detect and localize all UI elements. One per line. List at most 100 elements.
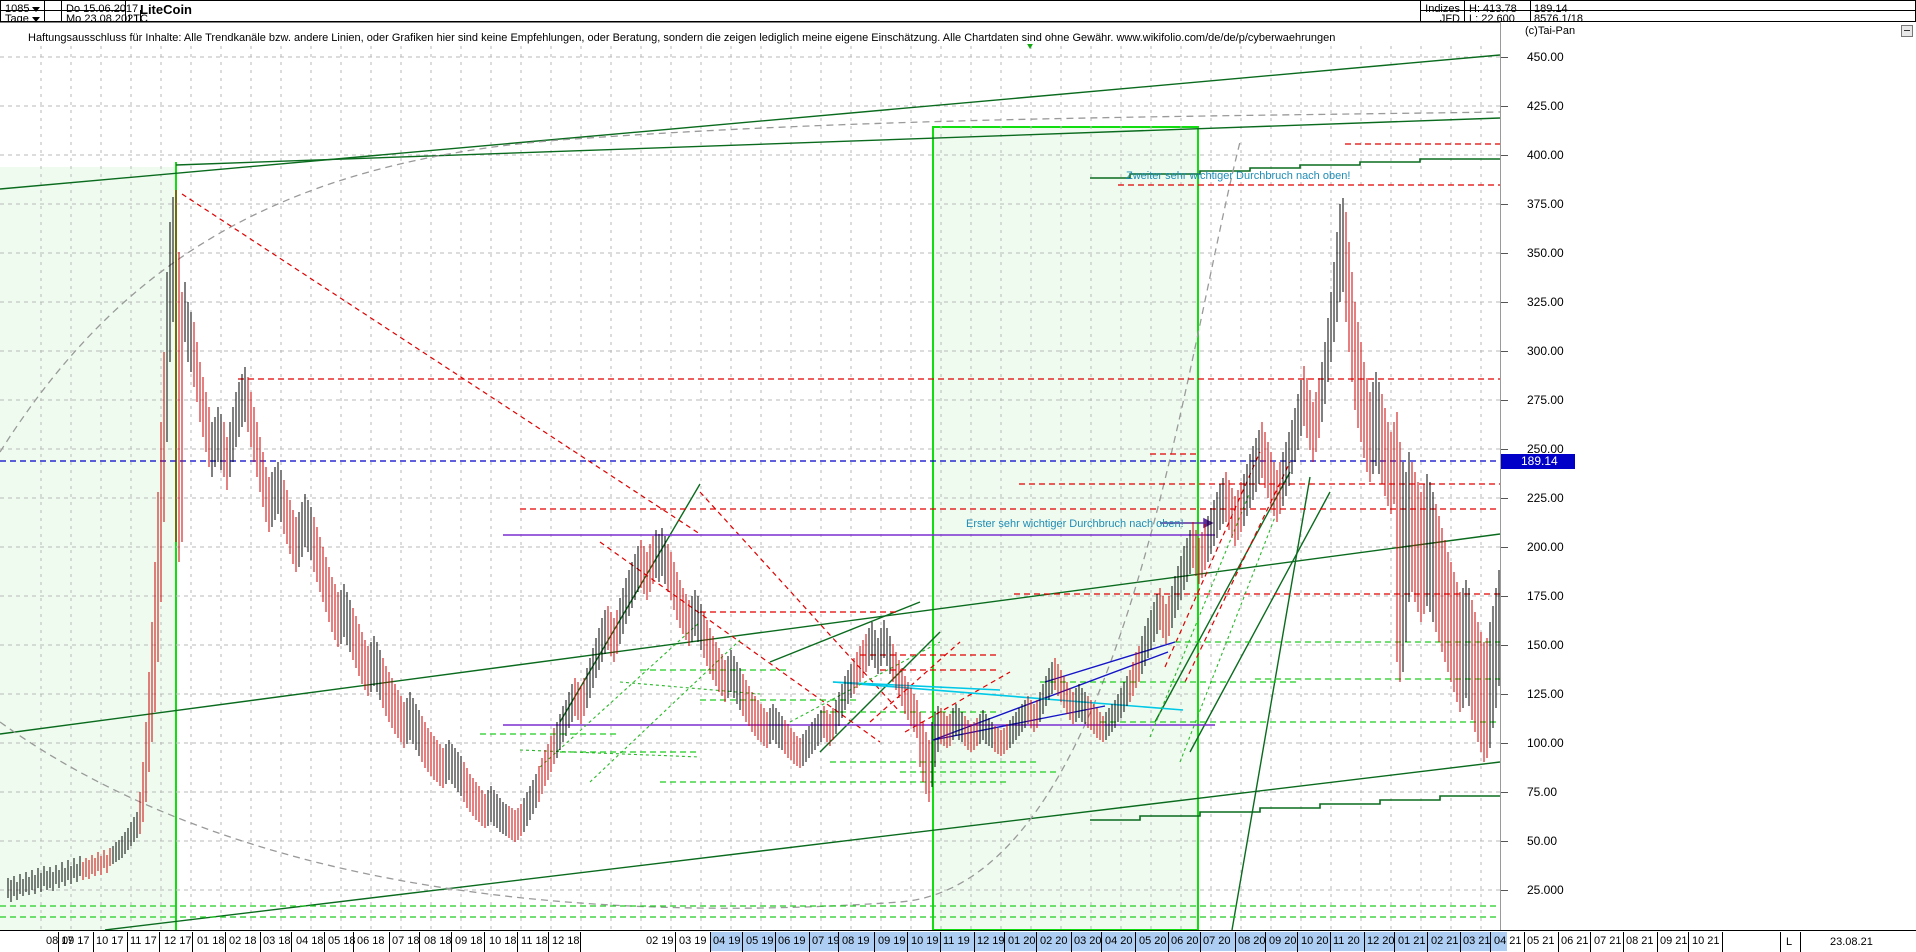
date-tick-label: 06 18 — [357, 935, 385, 947]
date-tick-label: 10 20 — [1301, 935, 1329, 947]
price-tick-label: 425.00 — [1527, 99, 1564, 113]
date-tick-label: 03 21 — [1463, 935, 1491, 947]
chart-toolbar: 1085 Tage Do 15.06.2017 Mo 23.08.2021 LT… — [0, 0, 1916, 25]
date-tick-label: 03 19 — [679, 935, 707, 947]
price-tick-label: 450.00 — [1527, 50, 1564, 64]
date-tick-label: 02 19 — [646, 935, 674, 947]
date-tick-label: 03 18 — [263, 935, 291, 947]
date-tick-label: 02 21 — [1431, 935, 1459, 947]
broker-label[interactable]: JFD — [1439, 13, 1460, 25]
indices-label[interactable]: Indizes — [1425, 3, 1460, 15]
price-tick-label: 175.00 — [1527, 589, 1564, 603]
low-label: L: 22.600 — [1469, 13, 1515, 25]
date-tick-label: 04 21 — [1494, 935, 1522, 947]
date-tick-label: 10 17 — [96, 935, 124, 947]
date-tick-label: 08 19 — [842, 935, 870, 947]
bars-count-value: 1085 — [5, 3, 30, 15]
date-tick-label: 01 20 — [1008, 935, 1036, 947]
date-tick-label: 03 20 — [1074, 935, 1102, 947]
date-tick-label: 12 19 — [977, 935, 1005, 947]
current-price-tag: 189.14 — [1501, 454, 1575, 469]
annotation-first-breakout: Erster sehr wichtiger Durchbruch nach ob… — [966, 518, 1184, 530]
axis-last-date-label: 23.08.21 — [1830, 936, 1873, 948]
date-tick-label: 09 20 — [1269, 935, 1297, 947]
stepped-green-support — [1090, 158, 1500, 821]
date-tick-label: 11 18 — [521, 935, 548, 947]
date-tick-label: 04 20 — [1105, 935, 1133, 947]
date-tick-label: 05 18 — [328, 935, 356, 947]
chevron-down-icon[interactable] — [31, 16, 40, 22]
date-tick-label: 10 21 — [1692, 935, 1720, 947]
date-tick-label: 07 18 — [392, 935, 420, 947]
date-tick-label: 10 19 — [911, 935, 939, 947]
date-tick-label: 08 21 — [1626, 935, 1654, 947]
interval-select[interactable]: Tage — [5, 14, 40, 25]
price-tick-label: 125.00 — [1527, 687, 1564, 701]
price-tick-label: 375.00 — [1527, 197, 1564, 211]
price-tick-label: 50.00 — [1527, 834, 1558, 848]
trend-lines-red-dashed — [181, 193, 1291, 743]
date-tick-label: 11 17 — [130, 935, 157, 947]
interval-value: Tage — [5, 13, 29, 25]
trend-lines-green — [0, 54, 1500, 930]
price-tick-label: 350.00 — [1527, 246, 1564, 260]
red-resistance-lines — [238, 143, 1522, 671]
date-tick-label: 05 20 — [1139, 935, 1167, 947]
price-tick-label: 250.00 — [1527, 442, 1564, 456]
price-tick-label: 75.00 — [1527, 785, 1558, 799]
date-from-label[interactable]: Do 15.06.2017 — [66, 3, 139, 15]
date-range-selection[interactable] — [710, 932, 1507, 951]
date-tick-label: 06 20 — [1171, 935, 1199, 947]
last-price-label: 189.14 — [1534, 3, 1568, 15]
ticker-label: LTC — [128, 13, 148, 25]
date-tick-label: 10 18 — [489, 935, 517, 947]
date-tick-label: 06 19 — [778, 935, 806, 947]
date-tick-label: 09 21 — [1660, 935, 1688, 947]
date-tick-label: 09 17 — [62, 935, 90, 947]
date-tick-label: 01 21 — [1398, 935, 1426, 947]
date-tick-label: 02 18 — [229, 935, 257, 947]
date-tick-label: 09 19 — [878, 935, 906, 947]
price-tick-label: 325.00 — [1527, 295, 1564, 309]
price-axis[interactable]: (c)Tai-Pan 450.00 425.00 400.00 375.00 3… — [1500, 22, 1916, 930]
collapse-button[interactable] — [1901, 25, 1913, 37]
price-tick-label: 300.00 — [1527, 344, 1564, 358]
chevron-down-icon[interactable] — [32, 6, 41, 12]
date-tick-label: 07 20 — [1203, 935, 1231, 947]
date-tick-label: 08 20 — [1238, 935, 1266, 947]
price-tick-label: 275.00 — [1527, 393, 1564, 407]
annotation-second-breakout: Zweiter sehr wichtiger Durchbruch nach o… — [1126, 170, 1351, 182]
price-tick-label: 100.00 — [1527, 736, 1564, 750]
trend-line-cyan — [832, 681, 1184, 711]
date-tick-label: 01 18 — [197, 935, 225, 947]
volume-label: 8576.1/18 — [1534, 13, 1583, 25]
purple-breakout-lines — [503, 534, 1215, 726]
date-tick-label: 08 17 — [46, 935, 74, 947]
date-tick-label: 05 21 — [1527, 935, 1555, 947]
date-tick-label: 05 19 — [746, 935, 774, 947]
price-tick-label: 400.00 — [1527, 148, 1564, 162]
disclaimer-text-top: Haftungsausschluss für Inhalte: Alle Tre… — [28, 32, 1336, 44]
date-to-label[interactable]: Mo 23.08.2021 — [66, 13, 140, 25]
copyright-label: (c)Tai-Pan — [1525, 25, 1576, 37]
green-support-lines — [0, 641, 1500, 918]
green-dotted-channels — [519, 491, 1276, 783]
date-tick-label: 07 19 — [812, 935, 840, 947]
price-tick-label: 200.00 — [1527, 540, 1564, 554]
date-tick-label: 04 19 — [713, 935, 741, 947]
price-tick-label: 25.000 — [1527, 883, 1564, 897]
chart-plot — [0, 22, 1522, 930]
bars-count-field[interactable]: 1085 — [5, 3, 41, 15]
price-tick-label: 150.00 — [1527, 638, 1564, 652]
candlestick-series — [7, 190, 1500, 902]
price-tick-label: 225.00 — [1527, 491, 1564, 505]
date-tick-label: 06 21 — [1561, 935, 1589, 947]
date-tick-label: 02 20 — [1040, 935, 1068, 947]
date-axis[interactable]: 08 17 09 17 10 17 11 17 12 17 01 18 02 1… — [0, 930, 1916, 952]
axis-mode-label[interactable]: L — [1786, 936, 1793, 948]
date-tick-label: 04 18 — [296, 935, 324, 947]
date-tick-label: 12 17 — [164, 935, 192, 947]
date-tick-label: 12 20 — [1367, 935, 1395, 947]
grey-dashed-trends — [0, 111, 1500, 909]
